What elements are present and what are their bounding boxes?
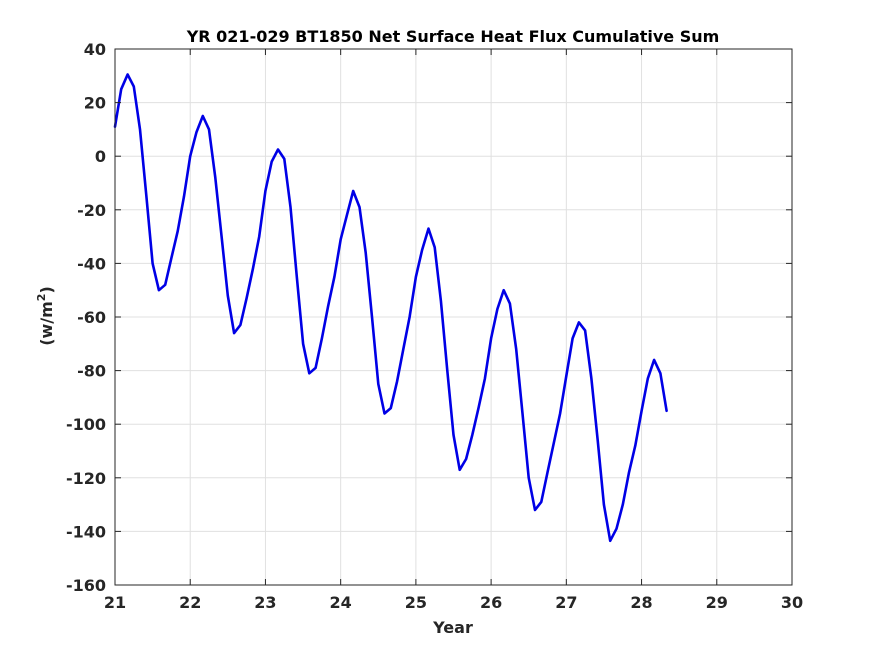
y-tick-label: 0 [95,147,106,166]
y-tick-label: -40 [77,254,106,273]
y-tick-label: 40 [84,40,106,59]
series-line [113,73,668,543]
x-tick-label: 24 [330,593,352,612]
grid-lines [114,48,793,586]
x-axis-label: Year [432,618,473,637]
y-tick-label: -60 [77,308,106,327]
y-tick-label: -80 [77,362,106,381]
y-axis-label: (w/m2) [35,286,56,346]
x-tick-label: 30 [781,593,803,612]
y-tick-label: -20 [77,201,106,220]
x-tick-label: 22 [179,593,201,612]
y-tick-label: -140 [66,522,106,541]
x-tick-label: 25 [405,593,427,612]
y-axis-label-base: (w/m [37,301,56,346]
x-tick-label: 28 [630,593,652,612]
y-tick-label: -120 [66,469,106,488]
chart-title: YR 021-029 BT1850 Net Surface Heat Flux … [186,27,720,46]
x-tick-label: 26 [480,593,502,612]
y-axis-label-close: ) [37,286,56,293]
y-axis-label-superscript: 2 [35,294,48,302]
axis-ticks: 21 22 23 24 25 26 27 28 29 30 40 20 0 -20 -40 -60 -80 -10… [66,40,803,612]
y-tick-label: -160 [66,576,106,595]
x-tick-label: 21 [104,593,126,612]
y-tick-label: -100 [66,415,106,434]
y-tick-label: 20 [84,94,106,113]
x-tick-label: 23 [254,593,276,612]
x-tick-label: 27 [555,593,577,612]
x-tick-label: 29 [706,593,728,612]
